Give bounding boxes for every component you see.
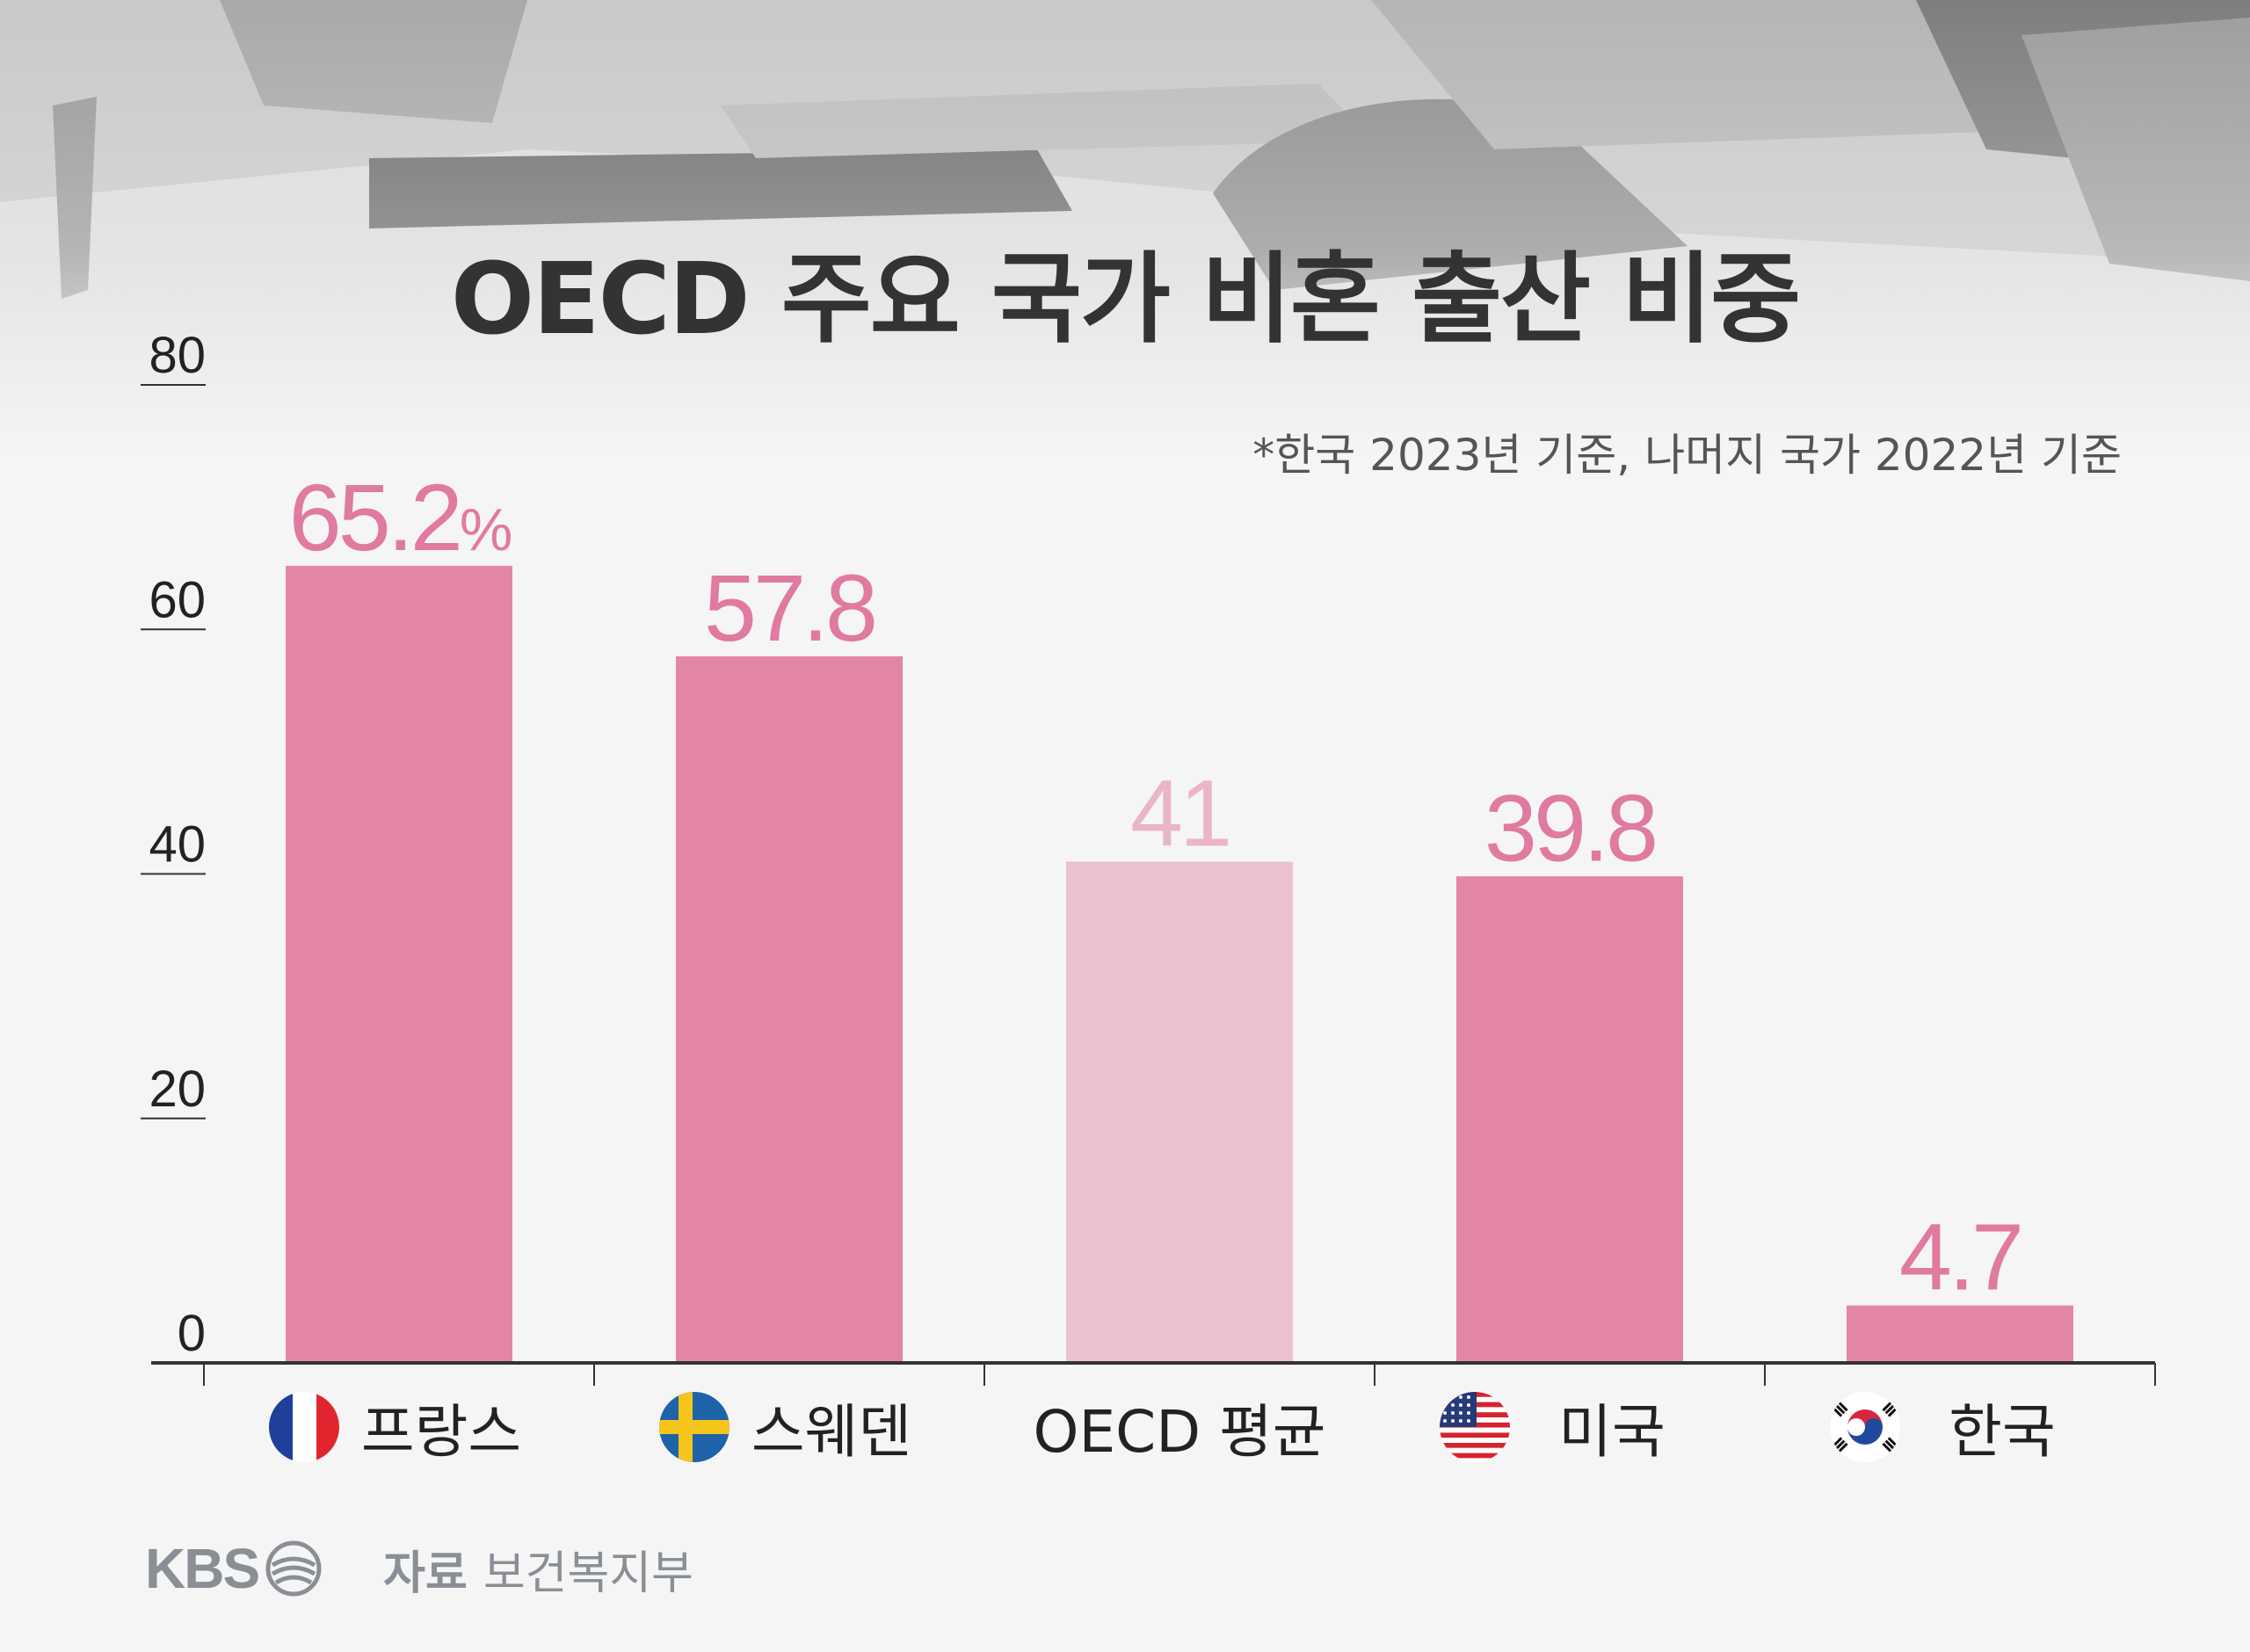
y-tick-label: 0 [178, 1305, 206, 1362]
value-label: 65.2% [289, 464, 512, 570]
value-label: 41 [1130, 760, 1229, 866]
bar [1847, 1305, 2073, 1363]
bar [1456, 876, 1683, 1363]
category-label: OECD 평균 [1034, 1398, 1326, 1466]
category-label: 스웨덴 [751, 1398, 911, 1466]
y-tick-label: 20 [149, 1061, 206, 1118]
category-label: 미국 [1558, 1398, 1665, 1466]
category-label: 프랑스 [361, 1398, 521, 1466]
flag-korea-icon [1830, 1392, 1900, 1462]
category-label: 한국 [1949, 1398, 2055, 1466]
source-value: 보건복지부 [483, 1547, 694, 1600]
flag-usa-icon [1440, 1392, 1510, 1462]
flag-sweden-icon [659, 1392, 729, 1462]
chart-title: OECD 주요 국가 비혼 출산 비중 [450, 243, 1801, 357]
y-tick-label: 80 [149, 327, 206, 384]
value-label: 39.8 [1484, 774, 1655, 880]
y-tick-label: 40 [149, 816, 206, 873]
kbs-logo: KBS [145, 1537, 260, 1600]
value-label: 57.8 [704, 554, 875, 661]
value-unit: % [460, 496, 512, 563]
kbs-logo-icon [265, 1540, 322, 1597]
bar [286, 565, 512, 1363]
bar [1066, 861, 1293, 1363]
background-photo [0, 0, 2250, 457]
value-label: 4.7 [1899, 1204, 2021, 1310]
bar [676, 656, 903, 1363]
chart-note: *한국 2023년 기준, 나머지 국가 2022년 기준 [1252, 430, 2122, 481]
source-label: 자료 [383, 1547, 468, 1600]
flag-france-icon [269, 1392, 339, 1462]
footer: KBS 자료 보건복지부 [145, 1533, 693, 1604]
y-tick-label: 60 [149, 571, 206, 628]
